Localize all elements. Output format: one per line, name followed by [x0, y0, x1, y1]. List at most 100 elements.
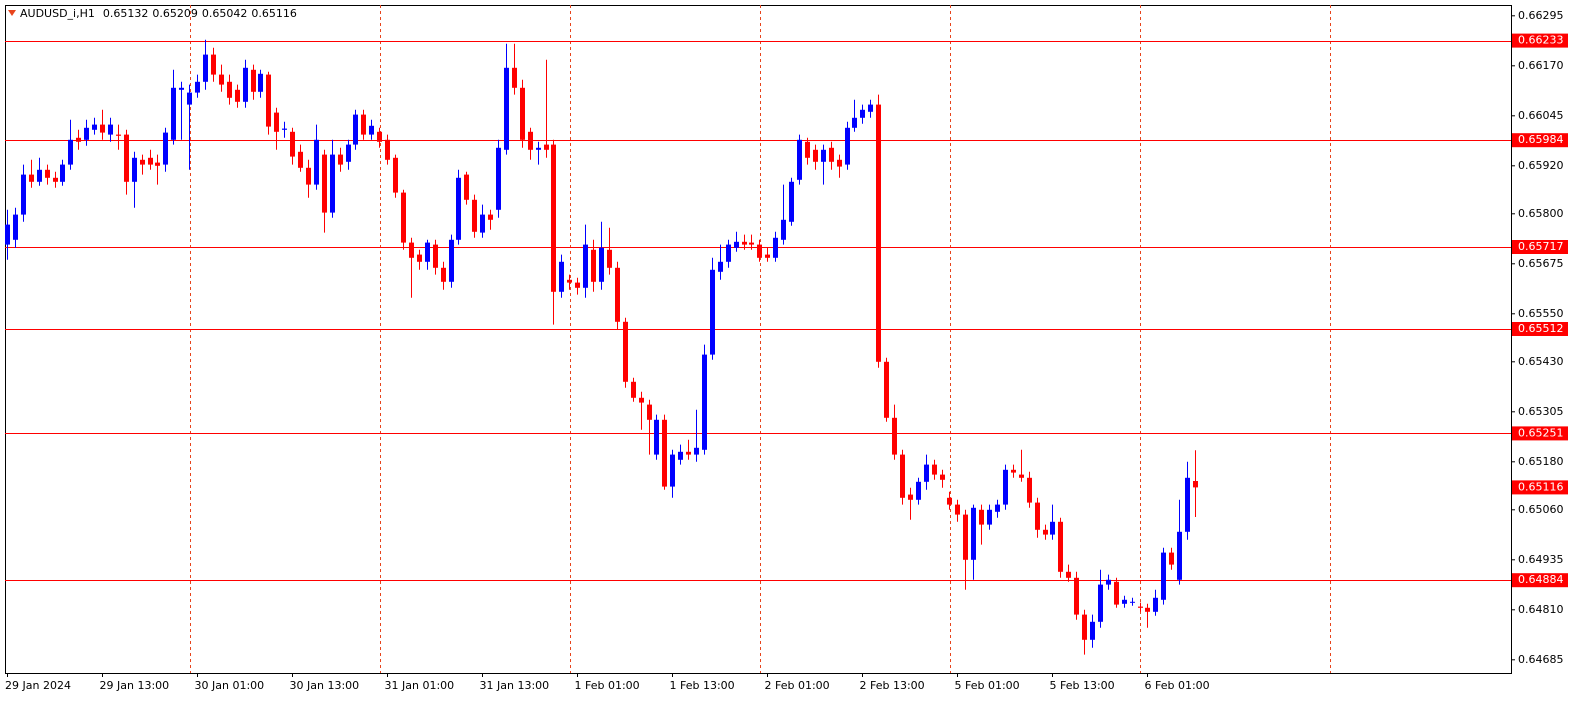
candle-body — [330, 154, 335, 213]
plot-frame — [5, 5, 1512, 674]
candle-body — [369, 125, 374, 135]
candle-body — [480, 214, 485, 233]
candle-body — [401, 192, 406, 243]
candle-body — [900, 454, 905, 498]
candle-body — [1090, 621, 1095, 640]
candle-body — [765, 254, 770, 258]
y-tick-label: 0.65060 — [1518, 503, 1564, 516]
level-label: 0.65251 — [1518, 426, 1564, 439]
candle-body — [1106, 579, 1111, 585]
candle-body — [140, 159, 145, 165]
candle-body — [425, 242, 430, 262]
candle-body — [464, 174, 469, 200]
symbol-title: AUDUSD_i,H1 — [20, 7, 95, 20]
candle-body — [1098, 584, 1103, 622]
candle-body — [13, 214, 18, 240]
candle-body — [496, 147, 501, 210]
x-tick-label: 31 Jan 01:00 — [385, 679, 455, 692]
x-tick-label: 2 Feb 01:00 — [765, 679, 830, 692]
candle-body — [132, 157, 137, 182]
y-tick-label: 0.65430 — [1518, 355, 1564, 368]
y-tick-label: 0.65305 — [1518, 405, 1564, 418]
candle-body — [1169, 552, 1174, 565]
level-box — [1512, 426, 1568, 441]
candle-body — [385, 139, 390, 160]
candle-body — [1114, 581, 1119, 605]
candle-body — [623, 321, 628, 382]
x-tick-label: 1 Feb 01:00 — [575, 679, 640, 692]
candle-body — [860, 109, 865, 118]
candle-body — [306, 167, 311, 185]
candle-body — [734, 241, 739, 248]
level-box — [1512, 240, 1568, 254]
candle-body — [789, 181, 794, 222]
candle-body — [116, 134, 121, 136]
level-label: 0.66233 — [1518, 34, 1564, 47]
candle-body — [1035, 502, 1040, 530]
candle-body — [670, 454, 675, 487]
candle-body — [235, 89, 240, 102]
x-tick-label: 30 Jan 13:00 — [290, 679, 360, 692]
candle-body — [258, 73, 263, 92]
symbol-arrow — [8, 10, 16, 16]
candle-body — [702, 354, 707, 450]
candle-body — [290, 131, 295, 157]
y-tick-label: 0.65675 — [1518, 257, 1564, 270]
candle-body — [76, 137, 81, 142]
candle-body — [211, 54, 216, 75]
candle-body — [1122, 599, 1127, 604]
candle-body — [963, 514, 968, 560]
candle-body — [979, 509, 984, 525]
candle-body — [528, 131, 533, 150]
candle-body — [773, 237, 778, 258]
candle-body — [567, 279, 572, 283]
level-box — [1512, 322, 1568, 336]
level-label: 0.65512 — [1518, 322, 1564, 335]
candle-body — [544, 144, 549, 150]
candle-body — [456, 177, 461, 240]
candle-body — [884, 361, 889, 418]
candle-body — [108, 124, 113, 135]
candle-body — [892, 417, 897, 455]
candle-body — [1066, 571, 1071, 578]
candle-body — [1027, 477, 1032, 503]
candle-body — [710, 269, 715, 355]
candle-body — [1019, 474, 1024, 478]
header-close: 0.65116 — [251, 7, 297, 20]
candle-body — [575, 282, 580, 288]
candle-body — [203, 54, 208, 82]
candle-body — [837, 159, 842, 167]
header-high: 0.65209 — [152, 7, 198, 20]
candle-body — [488, 214, 493, 220]
candle-body — [1130, 601, 1135, 603]
candle-body — [441, 267, 446, 282]
level-box — [1512, 573, 1568, 588]
candle-body — [1050, 521, 1055, 535]
y-tick-label: 0.65180 — [1518, 455, 1564, 468]
candle-body — [346, 144, 351, 162]
y-tick-label: 0.66295 — [1518, 9, 1564, 22]
candle-body — [654, 419, 659, 455]
level-box — [1512, 133, 1568, 148]
candle-body — [987, 509, 992, 525]
candle-body — [749, 242, 754, 245]
header-low: 0.65042 — [202, 7, 248, 20]
candle-body — [124, 134, 129, 182]
candle-body — [1011, 469, 1016, 473]
candle-body — [219, 74, 224, 85]
candle-body — [1161, 552, 1166, 600]
candle-body — [282, 128, 287, 130]
candle-body — [1074, 577, 1079, 615]
candle-body — [53, 177, 58, 182]
x-tick-label: 6 Feb 01:00 — [1145, 679, 1210, 692]
candle-body — [1153, 597, 1158, 612]
candle-body — [536, 147, 541, 150]
candle-body — [433, 244, 438, 268]
y-tick-label: 0.65920 — [1518, 159, 1564, 172]
candle-body — [995, 504, 1000, 512]
y-tick-label: 0.65800 — [1518, 207, 1564, 220]
candle-body — [726, 244, 731, 262]
candle-body — [179, 87, 184, 90]
x-tick-label: 30 Jan 01:00 — [195, 679, 265, 692]
candle-body — [472, 199, 477, 232]
